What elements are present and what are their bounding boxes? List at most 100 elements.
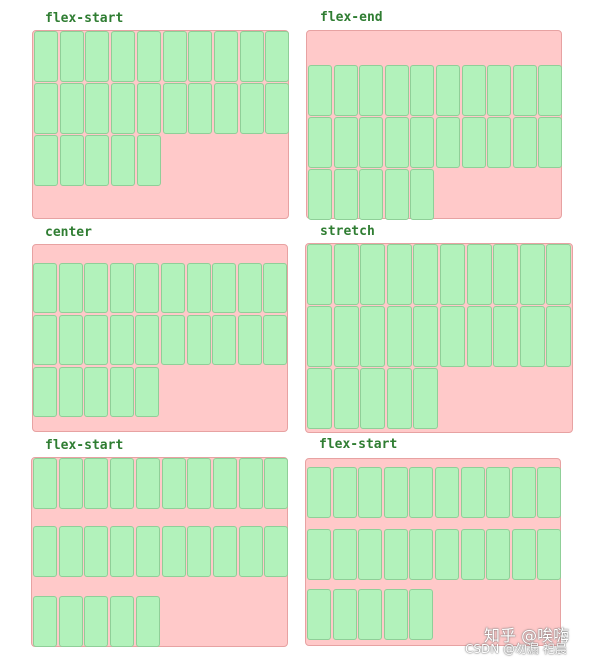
flex-item bbox=[307, 244, 332, 305]
flex-item bbox=[84, 367, 109, 417]
flex-item bbox=[435, 529, 459, 580]
flex-item bbox=[460, 467, 485, 518]
flex-item bbox=[333, 65, 358, 116]
flex-item bbox=[308, 169, 332, 220]
flex-item bbox=[237, 315, 262, 365]
flex-item bbox=[360, 244, 386, 305]
flex-item bbox=[84, 315, 109, 365]
flex-item bbox=[386, 244, 412, 305]
flex-item bbox=[136, 83, 161, 134]
flex-item bbox=[538, 117, 563, 168]
flex-item bbox=[307, 529, 331, 580]
flex-item bbox=[136, 31, 161, 82]
flex-item bbox=[33, 263, 57, 313]
flex-item bbox=[265, 83, 290, 134]
flex-item bbox=[409, 529, 434, 580]
flex-item bbox=[386, 368, 412, 429]
flex-item bbox=[413, 306, 439, 367]
flex-item bbox=[440, 306, 465, 367]
flex-item bbox=[307, 306, 332, 367]
flex-item bbox=[187, 458, 212, 509]
flex-item bbox=[58, 315, 83, 365]
flex-item bbox=[460, 529, 485, 580]
flex-item bbox=[109, 263, 134, 313]
flex-item bbox=[110, 458, 135, 509]
flex-item bbox=[512, 65, 537, 116]
flex-item bbox=[307, 368, 332, 429]
flex-item bbox=[213, 83, 238, 134]
flex-container-stretch bbox=[305, 243, 573, 433]
watermark-csdn: CSDN @勿漏 祀晨 bbox=[465, 642, 567, 656]
flex-item bbox=[511, 467, 536, 518]
flex-item bbox=[435, 467, 459, 518]
flex-item bbox=[410, 169, 435, 220]
flex-item bbox=[383, 589, 408, 640]
flex-item bbox=[409, 589, 434, 640]
panel-label-stretch: stretch bbox=[320, 224, 375, 239]
flex-item bbox=[188, 83, 213, 134]
flex-item bbox=[135, 315, 160, 365]
flex-item bbox=[188, 31, 213, 82]
flex-item bbox=[238, 458, 263, 509]
flex-item bbox=[58, 596, 83, 647]
flex-item bbox=[332, 467, 357, 518]
flex-item bbox=[162, 31, 187, 82]
flex-item bbox=[461, 117, 486, 168]
flex-item bbox=[332, 529, 357, 580]
flex-item bbox=[512, 117, 537, 168]
flex-item bbox=[239, 31, 264, 82]
flex-item bbox=[359, 65, 384, 116]
flex-item bbox=[333, 306, 359, 367]
flex-item bbox=[135, 367, 160, 417]
flex-item bbox=[308, 117, 332, 168]
flex-container-flex-start-1 bbox=[32, 30, 290, 219]
panel-label-center: center bbox=[45, 225, 92, 240]
flex-item bbox=[186, 315, 211, 365]
flex-item bbox=[186, 263, 211, 313]
flex-item bbox=[519, 244, 545, 305]
flex-item bbox=[333, 368, 359, 429]
flex-item bbox=[333, 244, 359, 305]
flex-item bbox=[263, 263, 288, 313]
flex-item bbox=[187, 526, 212, 577]
flex-item bbox=[161, 526, 186, 577]
flex-item bbox=[263, 315, 288, 365]
flex-item bbox=[161, 315, 185, 365]
flex-item bbox=[537, 529, 562, 580]
flex-item bbox=[110, 526, 135, 577]
flex-item bbox=[546, 244, 572, 305]
flex-item bbox=[59, 31, 84, 82]
flex-item bbox=[413, 244, 439, 305]
flex-item bbox=[239, 83, 264, 134]
flex-item bbox=[511, 529, 536, 580]
flex-item bbox=[359, 169, 384, 220]
flex-item bbox=[493, 244, 519, 305]
flex-item bbox=[135, 263, 160, 313]
flex-item bbox=[212, 263, 237, 313]
flex-item bbox=[212, 315, 237, 365]
flex-item bbox=[360, 368, 386, 429]
flex-item bbox=[33, 526, 57, 577]
flex-item bbox=[307, 589, 331, 640]
flex-item bbox=[111, 83, 136, 134]
flex-item bbox=[384, 65, 409, 116]
flex-item bbox=[538, 65, 563, 116]
flex-item bbox=[33, 458, 57, 509]
flex-item bbox=[59, 83, 84, 134]
flex-item bbox=[265, 31, 290, 82]
flex-item bbox=[135, 458, 160, 509]
flex-item bbox=[436, 117, 460, 168]
flex-item bbox=[332, 589, 357, 640]
flex-item bbox=[213, 31, 238, 82]
flex-item bbox=[487, 117, 512, 168]
flex-item bbox=[466, 244, 492, 305]
flex-item bbox=[85, 83, 110, 134]
flex-item bbox=[84, 458, 109, 509]
flex-item bbox=[237, 263, 262, 313]
flex-item bbox=[546, 306, 572, 367]
flex-item bbox=[264, 458, 289, 509]
flex-item bbox=[109, 315, 134, 365]
flex-item bbox=[135, 526, 160, 577]
flex-item bbox=[84, 596, 109, 647]
flex-item bbox=[109, 367, 134, 417]
